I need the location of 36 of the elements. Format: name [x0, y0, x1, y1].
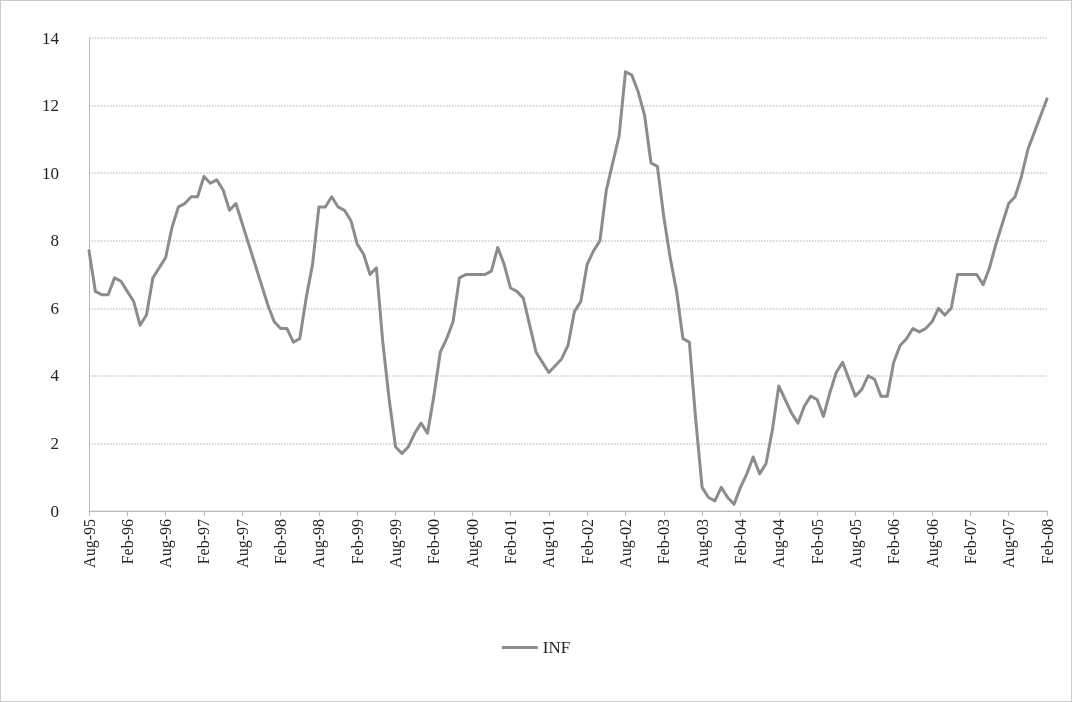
- y-tick-label: 0: [50, 501, 59, 521]
- y-tick-label: 2: [50, 433, 59, 453]
- x-tick-label: Aug-07: [1000, 519, 1019, 568]
- x-tick-label: Feb-96: [118, 519, 136, 565]
- x-tick-label: Aug-96: [157, 519, 176, 568]
- y-tick-label: 6: [50, 298, 59, 318]
- line-series: [87, 70, 1049, 506]
- x-tick-label: Feb-97: [195, 519, 213, 565]
- x-tick-label: Feb-08: [1038, 519, 1056, 565]
- x-tick-label: Aug-99: [387, 519, 406, 568]
- x-tick-label: Feb-00: [425, 519, 443, 565]
- x-tick-label: Feb-07: [961, 519, 979, 565]
- x-tick-label: Aug-98: [310, 519, 329, 568]
- x-tick-label: Aug-95: [80, 519, 99, 568]
- x-tick-label: Aug-04: [770, 519, 789, 568]
- legend-label: INF: [542, 638, 571, 657]
- x-tick-label: Aug-02: [616, 519, 635, 568]
- y-tick-label: 10: [42, 163, 59, 183]
- x-tick-label: Feb-01: [502, 519, 520, 565]
- x-tick-label: Aug-00: [463, 519, 482, 568]
- x-tick-label: Feb-99: [348, 519, 366, 565]
- x-tick-label: Aug-03: [693, 519, 712, 568]
- y-tick-label: 8: [50, 231, 59, 251]
- x-tick-label: Feb-02: [578, 519, 596, 565]
- x-tick-label: Aug-97: [233, 519, 252, 568]
- x-tick-label: Feb-98: [272, 519, 290, 565]
- y-tick-label: 12: [42, 96, 59, 116]
- x-tick-label: Aug-06: [923, 519, 942, 568]
- x-tick-label: Feb-03: [655, 519, 673, 565]
- x-tick-label: Feb-05: [808, 519, 826, 565]
- y-tick-label: 4: [50, 366, 60, 386]
- x-tick-label: Aug-05: [846, 519, 865, 568]
- x-tick-label: Feb-04: [731, 519, 749, 565]
- y-tick-label: 14: [42, 28, 60, 48]
- x-tick-label: Feb-06: [885, 519, 903, 565]
- x-tick-label: Aug-01: [540, 519, 559, 568]
